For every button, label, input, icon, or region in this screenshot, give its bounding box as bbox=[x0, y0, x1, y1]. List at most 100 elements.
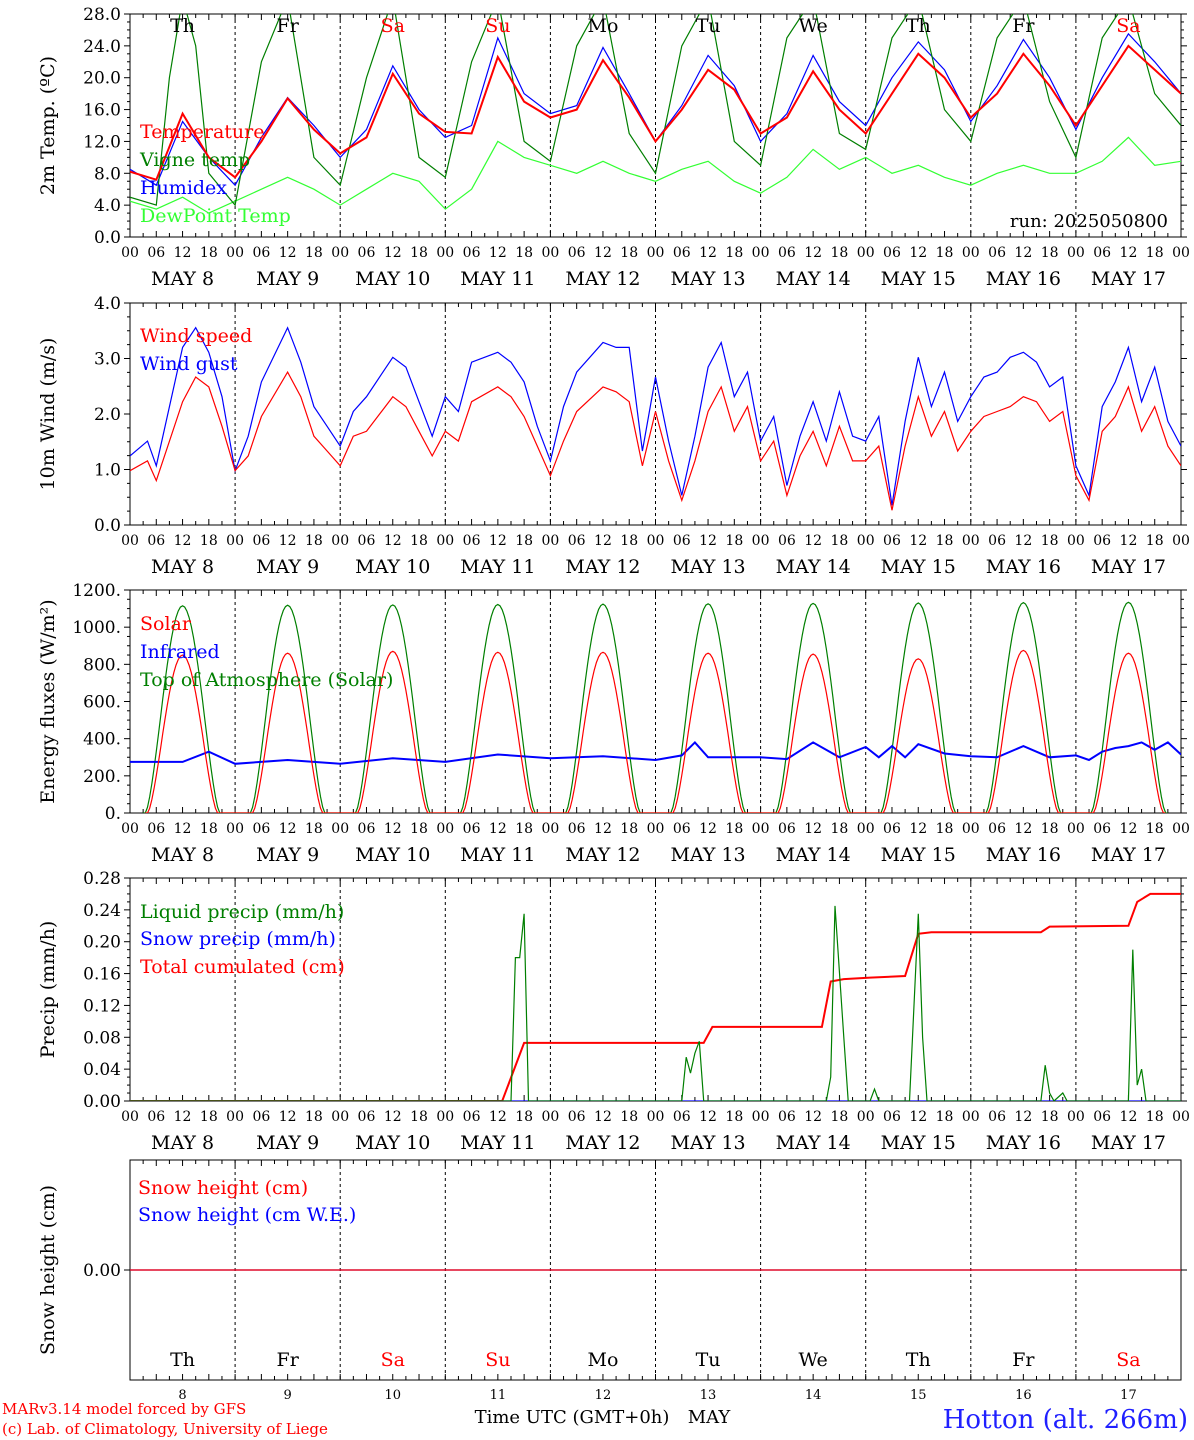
hour-label: 06 bbox=[252, 533, 270, 549]
hour-label: 06 bbox=[988, 821, 1006, 837]
panel-4: 0.00 0.04 0.08 0.12 0.16 0.20 0.24 0.28 Precip (… bbox=[37, 869, 1190, 1154]
series-layer bbox=[130, 326, 1181, 511]
hour-label: 18 bbox=[305, 1109, 323, 1125]
date-label: MAY 8 bbox=[151, 1132, 214, 1154]
hour-label: 00 bbox=[121, 245, 139, 261]
hour-label: 06 bbox=[463, 533, 481, 549]
hour-label: 06 bbox=[883, 1109, 901, 1125]
hour-label: 12 bbox=[279, 245, 297, 261]
hour-label: 12 bbox=[909, 245, 927, 261]
hour-label: 06 bbox=[778, 821, 796, 837]
hour-label: 12 bbox=[384, 533, 402, 549]
hour-label: 00 bbox=[857, 533, 875, 549]
hour-label: 00 bbox=[752, 245, 770, 261]
hour-label: 18 bbox=[1041, 245, 1059, 261]
hour-label: 18 bbox=[831, 821, 849, 837]
series-line-liquid-precip-mm-h- bbox=[130, 905, 1181, 1101]
hour-label: 12 bbox=[1014, 245, 1032, 261]
hour-label: 18 bbox=[1146, 821, 1164, 837]
hour-label: 00 bbox=[1067, 245, 1085, 261]
y-tick-label: 800. bbox=[83, 655, 121, 675]
day-number-label: 10 bbox=[384, 1388, 401, 1403]
hour-label: 18 bbox=[831, 533, 849, 549]
legend-entry: Solar bbox=[140, 613, 192, 635]
hour-label: 06 bbox=[358, 245, 376, 261]
hour-label: 12 bbox=[594, 533, 612, 549]
hour-label: 18 bbox=[936, 1109, 954, 1125]
weekday-label: Sa bbox=[381, 15, 405, 37]
weekday-label: Tu bbox=[696, 15, 721, 37]
weekday-label: We bbox=[799, 1349, 828, 1371]
hour-label: 00 bbox=[226, 533, 244, 549]
plot-frame bbox=[129, 589, 1182, 814]
hour-label: 12 bbox=[174, 821, 192, 837]
day-number-label: 15 bbox=[910, 1388, 927, 1403]
y-tick-label: 1200. bbox=[72, 581, 121, 601]
day-number-label: 14 bbox=[805, 1388, 822, 1403]
hour-label: 06 bbox=[778, 1109, 796, 1125]
y-tick-label: 0.0 bbox=[94, 516, 121, 536]
hour-label: 06 bbox=[147, 533, 165, 549]
hour-label: 18 bbox=[620, 821, 638, 837]
hour-label: 18 bbox=[725, 533, 743, 549]
hour-label: 06 bbox=[673, 1109, 691, 1125]
series-line-dewpoint-temp bbox=[130, 136, 1181, 214]
x-axis-label: Time UTC (GMT+0h) bbox=[475, 1407, 670, 1428]
y-axis-label: 2m Temp. (ºC) bbox=[37, 56, 59, 195]
hour-label: 12 bbox=[909, 1109, 927, 1125]
hour-label: 12 bbox=[699, 533, 717, 549]
y-tick-label: 3.0 bbox=[94, 350, 121, 370]
date-label: MAY 11 bbox=[460, 556, 535, 578]
hour-label: 06 bbox=[673, 245, 691, 261]
date-label: MAY 17 bbox=[1091, 268, 1166, 290]
y-tick-label: 0.0 bbox=[94, 228, 121, 248]
y-tick-label: 4.0 bbox=[94, 294, 121, 314]
hour-label: 18 bbox=[936, 533, 954, 549]
hour-label: 12 bbox=[489, 245, 507, 261]
series-line-solar bbox=[145, 649, 1166, 813]
hour-label: 06 bbox=[147, 245, 165, 261]
hour-label: 00 bbox=[541, 1109, 559, 1125]
hour-label: 12 bbox=[594, 1109, 612, 1125]
hour-label: 00 bbox=[647, 1109, 665, 1125]
hour-label: 06 bbox=[568, 245, 586, 261]
date-label: MAY 10 bbox=[355, 1132, 430, 1154]
station-name: Hotton (alt. 266m) bbox=[943, 1405, 1188, 1435]
series-line-total-cumulated-cm- bbox=[130, 892, 1181, 1101]
y-axis-label: Snow height (cm) bbox=[37, 1185, 59, 1355]
date-label: MAY 16 bbox=[986, 844, 1061, 866]
weekday-label: Fr bbox=[277, 1349, 300, 1371]
series-line-temperature bbox=[130, 44, 1181, 181]
hour-label: 18 bbox=[200, 1109, 218, 1125]
date-label: MAY 16 bbox=[986, 1132, 1061, 1154]
weekday-label: Fr bbox=[277, 15, 300, 37]
hour-label: 18 bbox=[410, 533, 428, 549]
hour-label: 06 bbox=[463, 245, 481, 261]
hour-label: 06 bbox=[568, 1109, 586, 1125]
y-tick-label: 1000. bbox=[72, 618, 121, 638]
series-layer bbox=[130, 892, 1181, 1101]
legend-entry: Wind gust bbox=[140, 353, 238, 375]
hour-label: 12 bbox=[279, 1109, 297, 1125]
y-tick-label: 0.24 bbox=[83, 901, 121, 921]
y-tick-label: 0.28 bbox=[83, 869, 121, 889]
weekday-label: Th bbox=[906, 1349, 931, 1371]
hour-label: 18 bbox=[305, 245, 323, 261]
legend-entry: Wind speed bbox=[140, 325, 252, 347]
panels: 0.0 4.0 8.0 12.0 16.0 20.0 24.0 28.0 2m Temp. (º… bbox=[37, 5, 1190, 1403]
hour-label: 06 bbox=[883, 533, 901, 549]
hour-label: 18 bbox=[200, 245, 218, 261]
y-tick-label: 12.0 bbox=[83, 132, 121, 152]
date-label: MAY 8 bbox=[151, 844, 214, 866]
y-tick-label: 0. bbox=[105, 804, 121, 824]
hour-label: 00 bbox=[436, 245, 454, 261]
hour-label: 18 bbox=[936, 245, 954, 261]
y-tick-label: 0.04 bbox=[83, 1060, 121, 1080]
hour-label: 00 bbox=[331, 1109, 349, 1125]
legend-entry: Infrared bbox=[140, 641, 220, 663]
hour-label: 18 bbox=[620, 245, 638, 261]
hour-label: 18 bbox=[725, 1109, 743, 1125]
hour-label: 00 bbox=[541, 533, 559, 549]
hour-label: 00 bbox=[331, 821, 349, 837]
y-axis-label: 10m Wind (m/s) bbox=[37, 338, 59, 491]
